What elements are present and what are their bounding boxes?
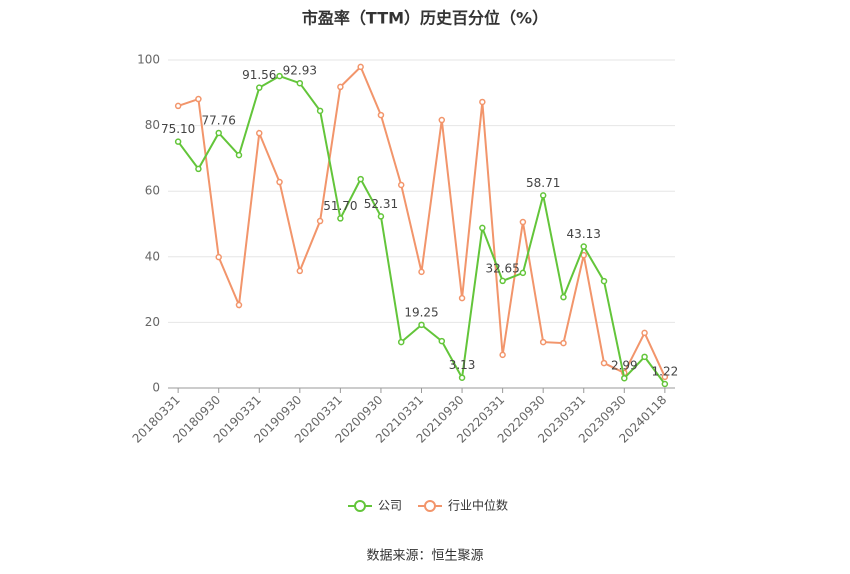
value-label: 32.65 — [485, 261, 519, 275]
point — [296, 267, 304, 275]
point — [458, 374, 466, 381]
point — [397, 181, 405, 189]
point — [560, 293, 567, 301]
point — [235, 301, 243, 309]
value-label: 19.25 — [404, 305, 438, 319]
value-label: 52.31 — [364, 197, 398, 211]
point — [661, 373, 669, 381]
point — [479, 98, 486, 106]
point — [174, 102, 182, 110]
point — [438, 116, 446, 124]
point — [661, 380, 669, 388]
point — [337, 83, 344, 91]
point — [580, 243, 587, 250]
point — [418, 321, 425, 329]
point — [600, 359, 608, 367]
point — [316, 217, 324, 225]
value-label: 92.93 — [283, 64, 317, 78]
point — [215, 129, 222, 137]
point — [296, 79, 304, 87]
point — [256, 84, 263, 91]
point — [195, 165, 202, 173]
point — [235, 151, 243, 159]
point — [316, 107, 324, 115]
y-tick-label: 0 — [152, 381, 160, 395]
point — [418, 268, 425, 276]
legend-label: 行业中位数 — [448, 498, 508, 513]
chart-title: 市盈率（TTM）历史百分位（%） — [302, 9, 548, 28]
point — [276, 178, 283, 186]
y-tick-label: 100 — [137, 53, 160, 67]
y-tick-label: 60 — [145, 184, 160, 198]
point — [256, 129, 263, 137]
y-tick-label: 80 — [145, 118, 160, 132]
value-label: 51.70 — [323, 199, 357, 213]
source: 数据来源：恒生聚源 — [366, 549, 483, 564]
value-label: 58.71 — [526, 176, 560, 190]
point — [174, 138, 182, 145]
point — [458, 294, 466, 302]
point — [641, 329, 648, 337]
value-label: 2.99 — [611, 359, 638, 373]
point — [357, 175, 364, 183]
point — [560, 339, 567, 347]
y-tick-label: 40 — [145, 249, 160, 263]
point — [539, 338, 547, 346]
point — [519, 218, 527, 226]
point — [276, 72, 283, 80]
point — [539, 192, 547, 199]
point — [519, 269, 527, 277]
point — [215, 253, 222, 261]
point — [377, 111, 385, 119]
point — [195, 95, 202, 103]
value-label: 91.56 — [242, 68, 276, 82]
point — [499, 351, 506, 359]
value-label: 3.13 — [449, 358, 476, 372]
point — [337, 215, 344, 222]
point — [499, 277, 506, 285]
point — [377, 213, 385, 220]
legend-marker — [354, 500, 366, 512]
point — [397, 338, 405, 346]
value-label: 1.22 — [652, 364, 679, 378]
point — [600, 277, 608, 285]
value-label: 75.10 — [161, 122, 195, 136]
legend-marker — [424, 500, 436, 512]
point — [479, 224, 486, 232]
point — [621, 374, 628, 382]
legend-label: 公司 — [378, 499, 402, 513]
point — [641, 353, 648, 361]
y-tick-label: 20 — [145, 315, 160, 329]
value-label: 77.76 — [202, 113, 236, 127]
point — [438, 337, 446, 345]
value-label: 43.13 — [567, 227, 601, 241]
point — [357, 63, 364, 71]
